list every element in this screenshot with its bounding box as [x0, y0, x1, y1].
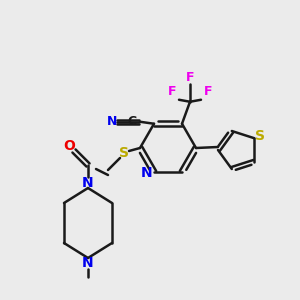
Text: F: F — [186, 71, 194, 84]
Text: F: F — [168, 85, 176, 98]
Text: F: F — [204, 85, 212, 98]
Text: S: S — [255, 129, 265, 143]
Text: N: N — [82, 176, 94, 190]
Text: S: S — [119, 146, 129, 160]
Text: C: C — [128, 115, 136, 128]
Text: N: N — [107, 115, 117, 128]
Text: O: O — [63, 139, 75, 153]
Text: N: N — [141, 166, 153, 180]
Text: N: N — [82, 256, 94, 270]
